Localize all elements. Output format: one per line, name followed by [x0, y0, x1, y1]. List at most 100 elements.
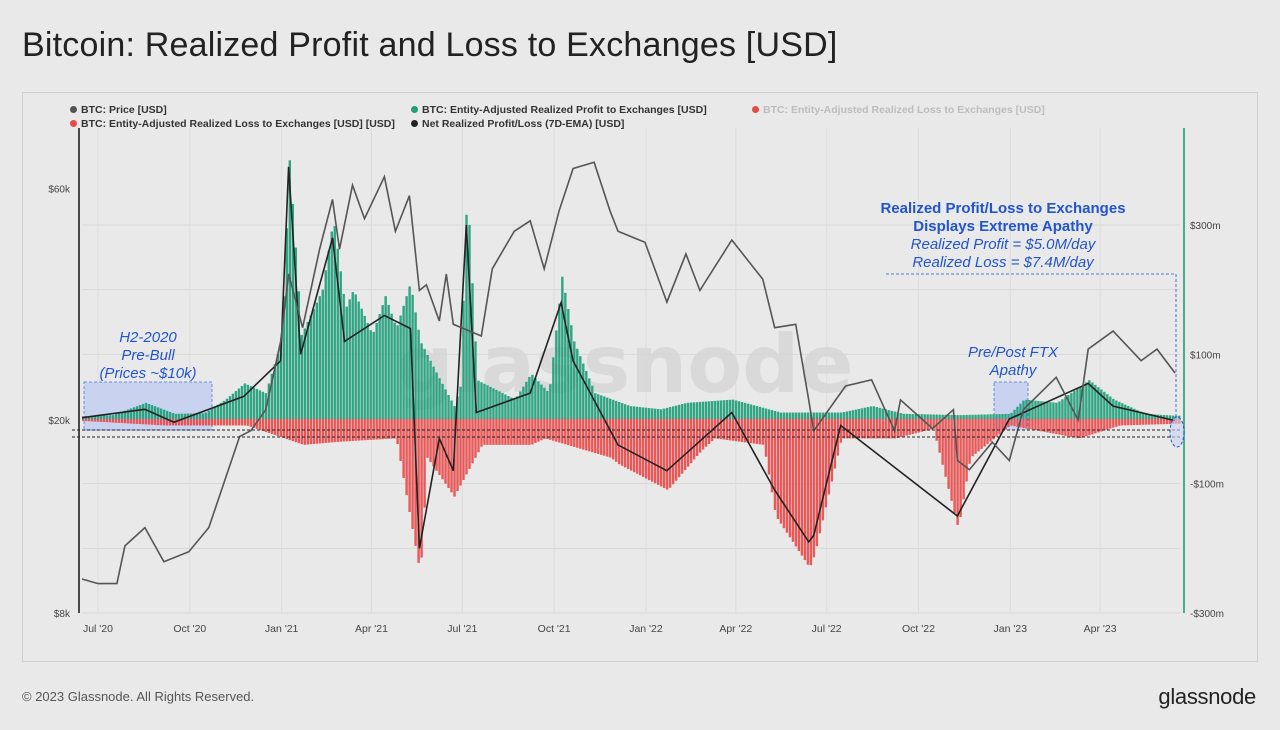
loss-bar [902, 419, 905, 437]
loss-bar [459, 419, 462, 486]
loss-bar [866, 419, 869, 439]
profit-bar [357, 301, 360, 419]
loss-bar [495, 419, 498, 445]
profit-bar [132, 407, 136, 419]
loss-bar [141, 419, 145, 425]
loss-bar [959, 419, 962, 518]
y-right-tick-label: -$300m [1190, 609, 1224, 620]
profit-bar [174, 413, 178, 419]
profit-bar [618, 402, 621, 419]
loss-bar [108, 419, 112, 423]
loss-bar [944, 419, 947, 477]
profit-bar [294, 247, 298, 419]
loss-bar [821, 419, 825, 521]
loss-bar [93, 419, 97, 422]
profit-bar [474, 341, 477, 419]
loss-bar [456, 419, 459, 492]
loss-bar [674, 419, 678, 481]
profit-bar [231, 393, 235, 419]
loss-bar [300, 419, 304, 445]
loss-bar [87, 419, 91, 422]
loss-bar [315, 419, 318, 444]
loss-bar [246, 419, 250, 426]
loss-bar [1022, 419, 1025, 428]
loss-bar [180, 419, 184, 426]
loss-bar [204, 419, 208, 426]
annotation-apathy-leader [886, 273, 1177, 416]
profit-bar [87, 416, 91, 419]
loss-bar [186, 419, 190, 426]
profit-bar [279, 344, 283, 419]
profit-bar [806, 412, 810, 419]
loss-bar [138, 419, 142, 425]
loss-bar [387, 419, 390, 439]
loss-bar [1055, 419, 1058, 435]
profit-bar [537, 381, 540, 419]
loss-bar [899, 419, 902, 438]
loss-bar [1136, 419, 1139, 425]
loss-bar [923, 419, 926, 431]
profit-bar [731, 399, 735, 419]
loss-bar [905, 419, 908, 436]
legend-item-price[interactable]: BTC: Price [USD] [70, 104, 167, 116]
loss-bar [659, 419, 663, 487]
loss-bar [767, 419, 771, 475]
legend-item-loss-hidden[interactable]: BTC: Entity-Adjusted Realized Loss to Ex… [752, 104, 1045, 116]
profit-bar [950, 414, 953, 419]
profit-bar [384, 296, 387, 419]
loss-bar [953, 419, 956, 513]
annotation-apathy-title1: Realized Profit/Loss to Exchanges [880, 200, 1125, 217]
loss-bar [1043, 419, 1046, 432]
profit-bar [995, 414, 998, 419]
profit-bar [788, 412, 792, 419]
loss-bar [579, 419, 582, 449]
loss-bar [279, 419, 283, 438]
loss-bar [1118, 419, 1121, 426]
profit-bar [366, 323, 369, 419]
loss-bar [716, 419, 720, 439]
loss-bar [797, 419, 801, 551]
loss-bar [983, 419, 986, 447]
loss-bar [582, 419, 585, 450]
profit-bar [740, 402, 744, 419]
loss-bar [372, 419, 375, 440]
loss-bar [135, 419, 139, 424]
loss-bar [120, 419, 124, 424]
profit-bar [1115, 400, 1118, 419]
loss-bar [531, 419, 534, 445]
profit-bar [1082, 384, 1085, 419]
legend-item-profit[interactable]: BTC: Entity-Adjusted Realized Profit to … [411, 104, 707, 116]
loss-bar [1139, 419, 1142, 425]
annotation-h2-line2: Pre-Bull [121, 347, 175, 364]
loss-bar [306, 419, 309, 445]
profit-bar [135, 406, 139, 419]
loss-bar [516, 419, 519, 445]
loss-bar [1091, 419, 1094, 435]
loss-bar [680, 419, 684, 474]
profit-bar [815, 412, 819, 419]
footer-copyright: © 2023 Glassnode. All Rights Reserved. [22, 689, 255, 704]
loss-bar [546, 419, 549, 439]
loss-bar [1067, 419, 1070, 437]
loss-bar [1106, 419, 1109, 430]
profit-bar [429, 360, 432, 419]
profit-bar [848, 410, 852, 419]
x-tick-label: Jan '22 [629, 623, 663, 635]
profit-bar [887, 410, 890, 419]
legend-item-net[interactable]: Net Realized Profit/Loss (7D-EMA) [USD] [411, 118, 624, 130]
profit-bar [594, 393, 597, 419]
profit-bar [1118, 401, 1121, 419]
profit-bar [653, 408, 657, 419]
profit-bar [327, 250, 330, 419]
profit-bar [926, 414, 929, 419]
loss-bar [698, 419, 702, 453]
profit-bar [956, 415, 959, 419]
profit-bar [683, 403, 687, 419]
profit-bar [1094, 384, 1097, 419]
profit-bar [102, 415, 106, 419]
profit-bar [99, 415, 103, 419]
loss-bar [195, 419, 199, 426]
legend-item-loss[interactable]: BTC: Entity-Adjusted Realized Loss to Ex… [70, 118, 395, 130]
loss-bar [1112, 419, 1115, 428]
profit-bar [668, 407, 672, 419]
